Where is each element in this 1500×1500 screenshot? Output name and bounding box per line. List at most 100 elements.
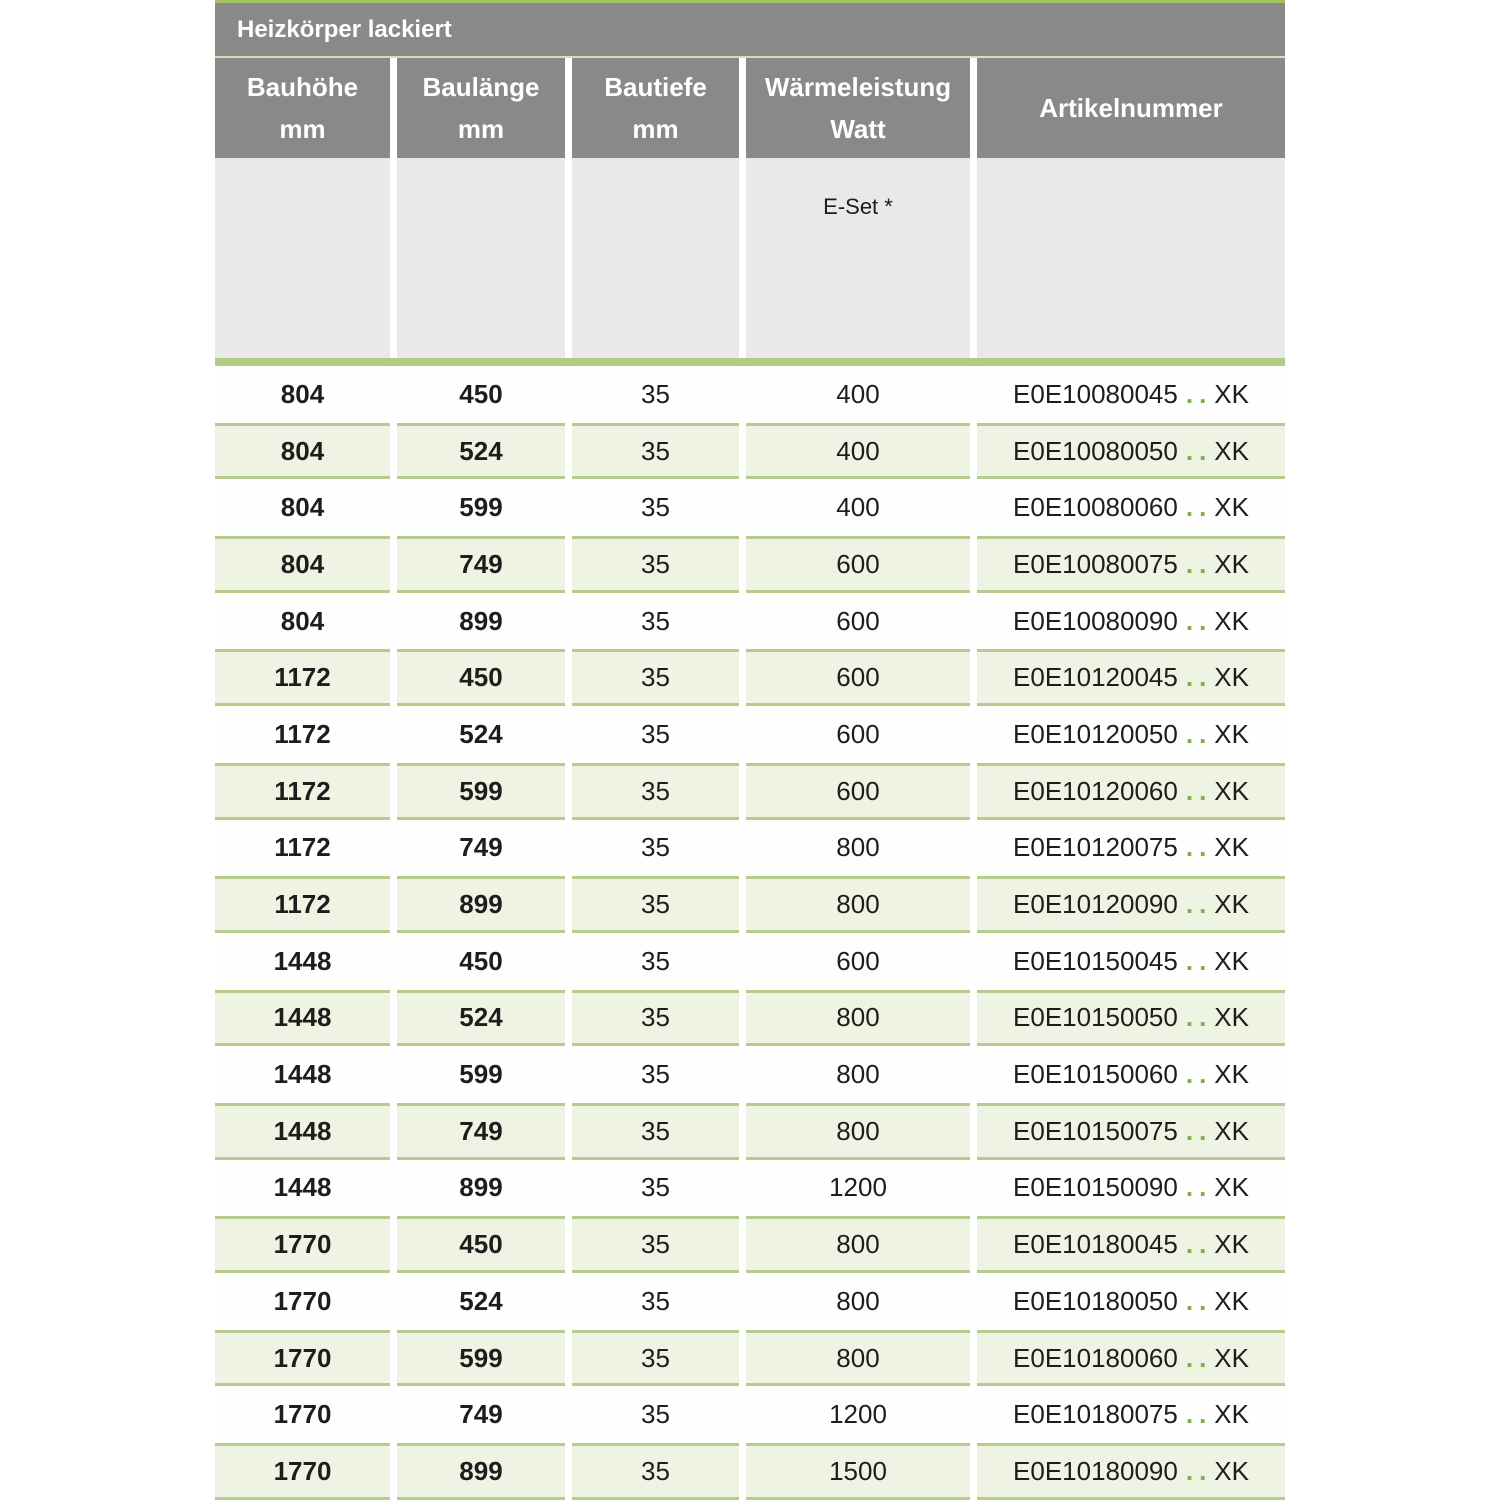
cell-bauhoehe: 1172 bbox=[215, 649, 390, 707]
column-label: Bautiefe bbox=[604, 72, 707, 102]
cell-baulaenge: 899 bbox=[397, 592, 565, 650]
cell-artikelnummer: E0E10080090.. XK bbox=[977, 592, 1285, 650]
artikel-suffix: XK bbox=[1214, 1285, 1249, 1316]
cell-waermeleistung: 600 bbox=[746, 536, 970, 593]
artikel-code: E0E10120060 bbox=[1013, 775, 1178, 806]
cell-bauhoehe: 1448 bbox=[215, 932, 390, 990]
column-header-bauhoehe: Bauhöhe mm bbox=[215, 58, 390, 158]
cell-bautiefe: 35 bbox=[572, 649, 739, 707]
column-label: Bauhöhe bbox=[246, 72, 359, 102]
cell-bauhoehe: 1770 bbox=[215, 1329, 390, 1387]
cell-baulaenge: 524 bbox=[397, 989, 565, 1047]
cell-artikelnummer: E0E10080045.. XK bbox=[977, 366, 1285, 423]
table-row: 1770 749 35 1200 E0E10180075.. XK bbox=[215, 1386, 1285, 1444]
cell-artikelnummer: E0E10080075.. XK bbox=[977, 536, 1285, 593]
artikel-placeholder-dots: .. bbox=[1185, 1399, 1213, 1430]
cell-bauhoehe: 1770 bbox=[215, 1443, 390, 1500]
cell-artikelnummer: E0E10180050.. XK bbox=[977, 1273, 1285, 1330]
artikel-suffix: XK bbox=[1214, 605, 1249, 636]
artikel-suffix: XK bbox=[1214, 775, 1249, 806]
artikel-suffix: XK bbox=[1214, 1002, 1249, 1033]
artikel-suffix: XK bbox=[1214, 889, 1249, 920]
cell-baulaenge: 899 bbox=[397, 1443, 565, 1500]
cell-artikelnummer: E0E10120090.. XK bbox=[977, 876, 1285, 933]
table-row: 1448 899 35 1200 E0E10150090.. XK bbox=[215, 1159, 1285, 1217]
artikel-placeholder-dots: .. bbox=[1185, 1342, 1213, 1373]
cell-waermeleistung: 800 bbox=[746, 1216, 970, 1273]
artikel-code: E0E10080090 bbox=[1013, 605, 1178, 636]
column-label: Wärmeleistung bbox=[764, 72, 952, 102]
column-unit: mm bbox=[632, 114, 679, 144]
cell-baulaenge: 450 bbox=[397, 932, 565, 990]
artikel-placeholder-dots: .. bbox=[1185, 1115, 1213, 1146]
table-row: 804 599 35 400 E0E10080060.. XK bbox=[215, 479, 1285, 537]
artikel-placeholder-dots: .. bbox=[1185, 378, 1213, 409]
cell-bautiefe: 35 bbox=[572, 762, 739, 820]
cell-waermeleistung: 1200 bbox=[746, 1386, 970, 1444]
artikel-code: E0E10150050 bbox=[1013, 1002, 1178, 1033]
artikel-placeholder-dots: .. bbox=[1185, 605, 1213, 636]
column-unit: Watt bbox=[830, 114, 886, 144]
subheader-cell-bautiefe bbox=[572, 158, 739, 358]
cell-baulaenge: 450 bbox=[397, 366, 565, 423]
artikel-placeholder-dots: .. bbox=[1185, 1172, 1213, 1203]
cell-bautiefe: 35 bbox=[572, 1386, 739, 1444]
table-row: 1448 450 35 600 E0E10150045.. XK bbox=[215, 932, 1285, 990]
cell-bauhoehe: 804 bbox=[215, 536, 390, 593]
cell-baulaenge: 749 bbox=[397, 1386, 565, 1444]
artikel-code: E0E10180075 bbox=[1013, 1399, 1178, 1430]
cell-bauhoehe: 1770 bbox=[215, 1273, 390, 1330]
artikel-suffix: XK bbox=[1214, 1172, 1249, 1203]
cell-baulaenge: 450 bbox=[397, 1216, 565, 1273]
table-row: 804 524 35 400 E0E10080050.. XK bbox=[215, 422, 1285, 480]
cell-bautiefe: 35 bbox=[572, 1216, 739, 1273]
artikel-suffix: XK bbox=[1214, 1115, 1249, 1146]
artikel-placeholder-dots: .. bbox=[1185, 492, 1213, 523]
artikel-suffix: XK bbox=[1214, 1455, 1249, 1486]
artikel-placeholder-dots: .. bbox=[1185, 832, 1213, 863]
artikel-code: E0E10180045 bbox=[1013, 1229, 1178, 1260]
cell-bauhoehe: 1448 bbox=[215, 1046, 390, 1103]
cell-bautiefe: 35 bbox=[572, 989, 739, 1047]
table-row: 804 749 35 600 E0E10080075.. XK bbox=[215, 536, 1285, 593]
cell-bautiefe: 35 bbox=[572, 536, 739, 593]
cell-waermeleistung: 800 bbox=[746, 876, 970, 933]
cell-bautiefe: 35 bbox=[572, 932, 739, 990]
column-header-bautiefe: Bautiefe mm bbox=[572, 58, 739, 158]
top-accent-line bbox=[215, 0, 1285, 3]
cell-baulaenge: 524 bbox=[397, 1273, 565, 1330]
table-row: 1172 749 35 800 E0E10120075.. XK bbox=[215, 819, 1285, 877]
cell-waermeleistung: 800 bbox=[746, 819, 970, 877]
cell-artikelnummer: E0E10150075.. XK bbox=[977, 1102, 1285, 1160]
cell-bautiefe: 35 bbox=[572, 592, 739, 650]
cell-bauhoehe: 1448 bbox=[215, 1102, 390, 1160]
artikel-code: E0E10080075 bbox=[1013, 548, 1178, 579]
subheader-cell-eset: E-Set * bbox=[746, 158, 970, 358]
cell-waermeleistung: 600 bbox=[746, 762, 970, 820]
artikel-suffix: XK bbox=[1214, 378, 1249, 409]
cell-bauhoehe: 1172 bbox=[215, 706, 390, 763]
cell-artikelnummer: E0E10150060.. XK bbox=[977, 1046, 1285, 1103]
artikel-placeholder-dots: .. bbox=[1185, 1002, 1213, 1033]
column-unit: mm bbox=[457, 114, 505, 144]
cell-bautiefe: 35 bbox=[572, 819, 739, 877]
column-header-baulaenge: Baulänge mm bbox=[397, 58, 565, 158]
artikel-code: E0E10180050 bbox=[1013, 1285, 1178, 1316]
artikel-suffix: XK bbox=[1214, 945, 1249, 976]
table-row: 1172 450 35 600 E0E10120045.. XK bbox=[215, 649, 1285, 707]
cell-baulaenge: 749 bbox=[397, 1102, 565, 1160]
cell-bautiefe: 35 bbox=[572, 1329, 739, 1387]
eset-label: E-Set * bbox=[823, 194, 893, 219]
column-header-artikelnummer: Artikelnummer bbox=[977, 58, 1285, 158]
artikel-suffix: XK bbox=[1214, 1229, 1249, 1260]
cell-baulaenge: 450 bbox=[397, 649, 565, 707]
artikel-code: E0E10120045 bbox=[1013, 662, 1178, 693]
subheader-cell-artikelnummer bbox=[977, 158, 1285, 358]
subheader-cell-baulaenge bbox=[397, 158, 565, 358]
cell-waermeleistung: 1500 bbox=[746, 1443, 970, 1500]
cell-bauhoehe: 1172 bbox=[215, 762, 390, 820]
table-body: 804 450 35 400 E0E10080045.. XK 804 524 3… bbox=[215, 366, 1285, 1500]
cell-bautiefe: 35 bbox=[572, 1443, 739, 1500]
cell-bauhoehe: 1448 bbox=[215, 1159, 390, 1217]
artikel-code: E0E10080050 bbox=[1013, 435, 1178, 466]
